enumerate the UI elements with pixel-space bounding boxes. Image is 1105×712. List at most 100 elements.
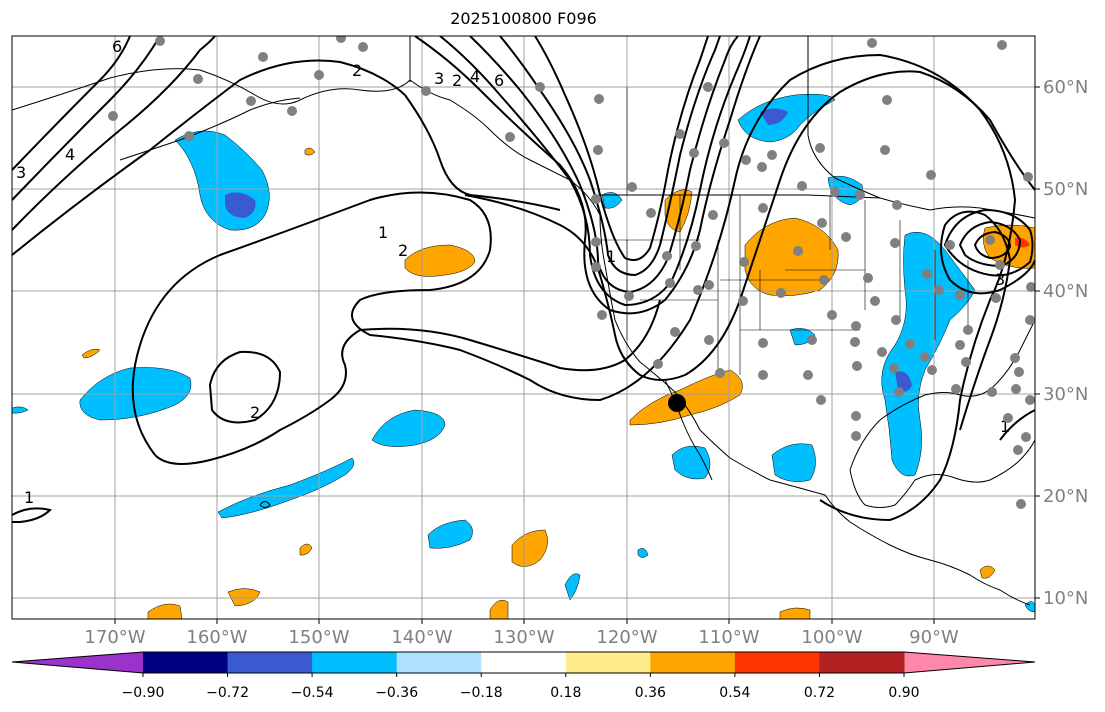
station-marker [1025, 315, 1035, 325]
station-marker [704, 335, 714, 345]
colorbar-tick-label: 0.54 [719, 685, 750, 701]
station-marker [877, 347, 887, 357]
station-marker [841, 232, 851, 242]
warm-area [304, 147, 316, 156]
contour-line [12, 36, 161, 201]
warm-area [147, 603, 183, 619]
lon-ticks [114, 619, 935, 624]
station-marker [708, 210, 718, 220]
station-marker [1023, 172, 1033, 182]
warm-area [744, 217, 839, 297]
lon-label: 120°W [596, 627, 657, 648]
station-marker [421, 86, 431, 96]
station-marker [850, 337, 860, 347]
station-marker [926, 170, 936, 180]
contour-line [940, 210, 1035, 431]
station-marker [991, 293, 1001, 303]
station-marker [597, 310, 607, 320]
graticule [12, 36, 1035, 619]
warm-area [779, 607, 811, 619]
station-marker [867, 38, 877, 48]
contour-line [12, 507, 52, 523]
station-marker [689, 148, 699, 158]
station-marker [662, 251, 672, 261]
contour-label: 1 [378, 223, 388, 242]
cool-area-strong [895, 371, 912, 392]
lat-label: 50°N [1043, 179, 1088, 200]
station-marker [851, 431, 861, 441]
station-marker [817, 218, 827, 228]
station-marker [894, 387, 904, 397]
lon-label: 90°W [909, 627, 959, 648]
station-marker [670, 327, 680, 337]
colorbar-tick-label: −0.90 [122, 685, 165, 701]
station-marker [934, 285, 944, 295]
station-marker [1010, 353, 1020, 363]
station-marker [591, 194, 601, 204]
contour-label: 3 [16, 163, 26, 182]
contour-line [999, 409, 1035, 441]
station-marker [715, 368, 725, 378]
colorbar-segment [819, 652, 905, 673]
station-marker [1014, 367, 1024, 377]
colorbar-segment [481, 652, 567, 673]
colorbar-tick-label: 0.72 [804, 685, 835, 701]
station-marker [1011, 384, 1021, 394]
station-marker [851, 321, 861, 331]
station-marker [793, 246, 803, 256]
station-marker [891, 315, 901, 325]
contour-line [973, 230, 1012, 260]
station-marker [693, 285, 703, 295]
lat-label: 40°N [1043, 281, 1088, 302]
cool-area [12, 406, 29, 414]
station-marker [505, 132, 515, 142]
colorbar-segment [650, 652, 736, 673]
station-marker [995, 260, 1005, 270]
station-marker [827, 310, 837, 320]
contour-label: 3 [434, 69, 444, 88]
contour-label: 4 [470, 67, 480, 86]
contour-label: 1 [1000, 417, 1010, 436]
station-marker [961, 357, 971, 367]
station-marker [955, 340, 965, 350]
station-marker [819, 275, 829, 285]
station-marker [870, 296, 880, 306]
lat-ticks [1035, 86, 1040, 599]
station-markers [108, 36, 1035, 509]
contour-label: 2 [398, 241, 408, 260]
warm-area [227, 588, 261, 607]
station-marker [807, 335, 817, 345]
colorbar-segment [227, 652, 313, 673]
cool-area-strong [760, 108, 788, 125]
lat-label: 60°N [1043, 77, 1088, 98]
contour-label: 2 [352, 61, 362, 80]
lon-label: 110°W [698, 627, 759, 648]
contour-line [12, 36, 216, 231]
station-marker [358, 42, 368, 52]
station-marker [624, 291, 634, 301]
station-marker [851, 411, 861, 421]
station-marker [889, 363, 899, 373]
station-marker [803, 370, 813, 380]
warm-area [511, 529, 548, 567]
station-marker [1026, 282, 1035, 292]
station-marker [758, 338, 768, 348]
station-marker [920, 352, 930, 362]
cool-area-strong [225, 192, 256, 218]
station-marker [892, 200, 902, 210]
contour-label: 2 [250, 403, 260, 422]
station-marker [890, 238, 900, 248]
colorbar-segment [565, 652, 651, 673]
warm-area [664, 189, 693, 233]
cool-area [671, 445, 711, 480]
contour-line [131, 53, 1017, 522]
station-marker [646, 208, 656, 218]
station-marker [246, 96, 256, 106]
station-marker [758, 203, 768, 213]
cool-area [217, 457, 355, 519]
colorbar-extend-high [904, 652, 1035, 673]
station-marker [1016, 499, 1026, 509]
station-marker [155, 36, 165, 46]
station-marker [863, 273, 873, 283]
